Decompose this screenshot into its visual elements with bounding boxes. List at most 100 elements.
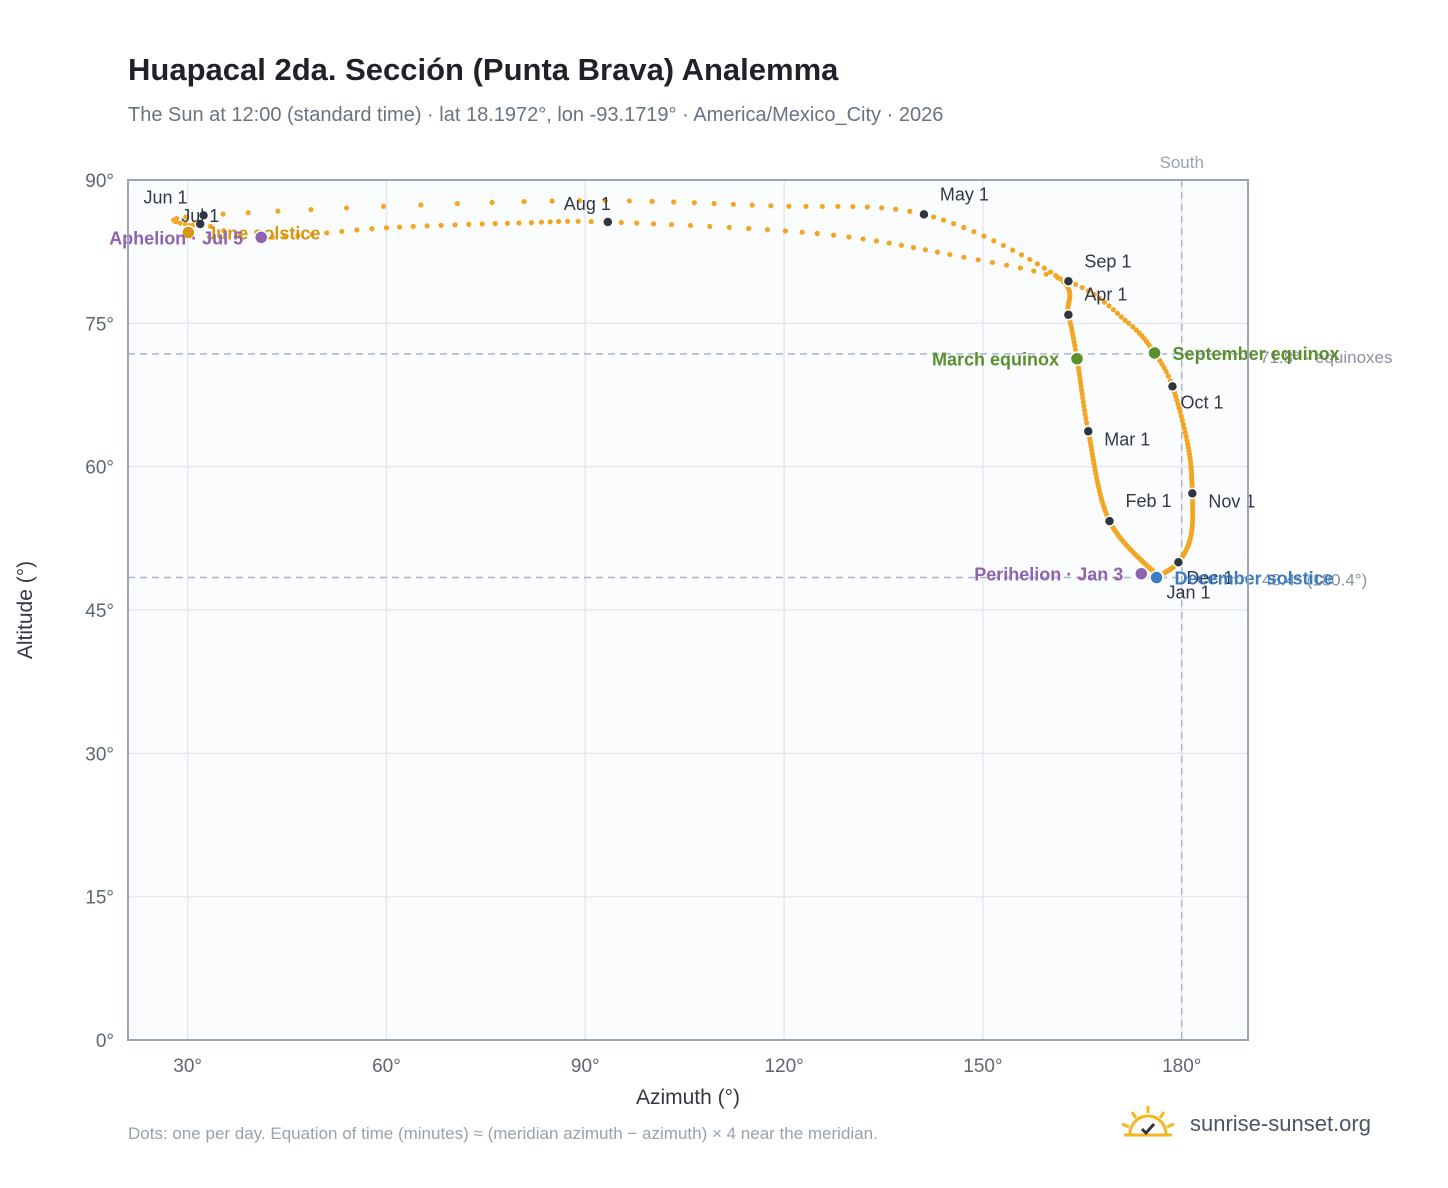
brand-name: sunrise-sunset.org: [1190, 1111, 1371, 1136]
daily-dot: [1122, 317, 1128, 323]
daily-dot: [634, 220, 640, 226]
daily-dot: [934, 249, 941, 255]
month-label: Dec 1: [1186, 568, 1233, 588]
daily-dot: [1082, 411, 1088, 417]
daily-dot: [220, 211, 226, 217]
plot-frame: [127, 179, 1249, 1041]
daily-dot: [1177, 409, 1183, 415]
equinox-altitude-label: 71.8° · equinoxes: [1260, 348, 1393, 367]
x-axis-label: Azimuth (°): [636, 1086, 740, 1109]
axis-ticks: 30° 60° 90° 120° 150° 180° 0° 15° 30° 45° 60° 75° 90…: [85, 171, 1201, 1077]
daily-dot: [893, 206, 899, 212]
daily-dot: [516, 220, 522, 226]
daily-dot: [602, 198, 608, 204]
daily-dot: [344, 205, 350, 211]
daily-dot: [1079, 391, 1085, 397]
daily-dot: [930, 214, 937, 220]
daily-dot: [898, 242, 905, 248]
event-marker: [1069, 351, 1085, 366]
daily-dot: [1179, 417, 1185, 423]
daily-dot: [479, 221, 485, 227]
month-marker: [1166, 380, 1179, 393]
daily-dot: [814, 230, 820, 237]
event-marker: [253, 230, 269, 245]
x-tick-label: 90°: [571, 1056, 600, 1077]
daily-dot: [309, 231, 315, 237]
daily-dot: [671, 199, 677, 205]
brand[interactable]: sunrise-sunset.org: [1120, 1104, 1371, 1144]
daily-dot: [324, 230, 330, 236]
month-label: Nov 1: [1208, 491, 1255, 511]
event-label: March equinox: [932, 350, 1059, 370]
daily-dot: [650, 221, 657, 227]
daily-dot: [1085, 288, 1091, 294]
daily-dot: [397, 224, 403, 230]
daily-dot: [1031, 268, 1037, 274]
daily-dot: [1114, 310, 1121, 316]
y-tick-label: 15°: [85, 888, 114, 909]
month-label: Jul 1: [181, 206, 219, 226]
daily-dot: [383, 225, 390, 231]
daily-dot: [799, 229, 805, 235]
daily-dot: [1043, 271, 1049, 277]
y-tick-label: 60°: [85, 458, 114, 479]
daily-dot: [730, 201, 736, 207]
daily-dot: [1081, 407, 1088, 413]
event-label: Perihelion · Jan 3: [974, 565, 1123, 585]
month-marker: [918, 208, 930, 221]
daily-dot: [354, 227, 360, 233]
month-marker: [194, 218, 206, 230]
daily-dot: [626, 198, 632, 204]
y-axis-label: Altitude (°): [14, 561, 37, 659]
y-tick-label: 0°: [96, 1031, 114, 1052]
daily-dot: [910, 244, 917, 251]
daily-dot: [726, 224, 732, 231]
month-marker: [1172, 556, 1185, 568]
daily-dot: [1180, 421, 1186, 428]
month-label: Jan 1: [1167, 583, 1211, 603]
daily-dot: [764, 227, 771, 233]
daily-dot: [521, 199, 527, 205]
month-marker: [602, 216, 614, 228]
daily-dot: [177, 220, 183, 226]
daily-dot: [275, 208, 281, 214]
daily-dot: [687, 222, 694, 229]
daily-dot: [989, 259, 996, 266]
x-tick-label: 30°: [173, 1056, 202, 1077]
daily-dot: [1047, 269, 1054, 275]
daily-dot: [452, 222, 458, 228]
daily-dot: [575, 218, 581, 224]
daily-dot: [221, 228, 227, 234]
daily-dot: [1178, 413, 1184, 419]
daily-dot: [454, 201, 460, 207]
month-marker: [1062, 275, 1075, 288]
daily-dot: [1165, 373, 1171, 379]
month-label: Jun 1: [144, 187, 188, 207]
daily-dot: [281, 234, 288, 240]
daily-dot: [207, 223, 214, 229]
daily-dot: [831, 232, 837, 238]
daily-dot: [245, 210, 251, 216]
daily-dot: [879, 205, 885, 211]
daily-dot: [438, 222, 444, 228]
daily-dot: [538, 219, 545, 225]
daily-dot: [707, 223, 713, 230]
daily-dot: [489, 199, 495, 206]
sun-logo-icon: [1121, 1106, 1175, 1137]
month-label: Mar 1: [1104, 429, 1150, 449]
month-label: Feb 1: [1125, 491, 1171, 511]
daily-dot: [410, 223, 416, 230]
daily-dot: [1081, 403, 1087, 409]
daily-dot: [819, 203, 825, 210]
meridian-label: South: [1160, 153, 1204, 172]
daily-dot: [418, 202, 424, 208]
daily-dot: [308, 206, 314, 213]
y-tick-label: 90°: [85, 171, 114, 192]
daily-dot: [1072, 281, 1079, 287]
daily-dot: [846, 234, 852, 240]
x-tick-label: 180°: [1162, 1056, 1201, 1077]
daily-dot: [1072, 347, 1079, 353]
daily-dot: [1101, 299, 1107, 305]
daily-dot: [588, 218, 594, 225]
